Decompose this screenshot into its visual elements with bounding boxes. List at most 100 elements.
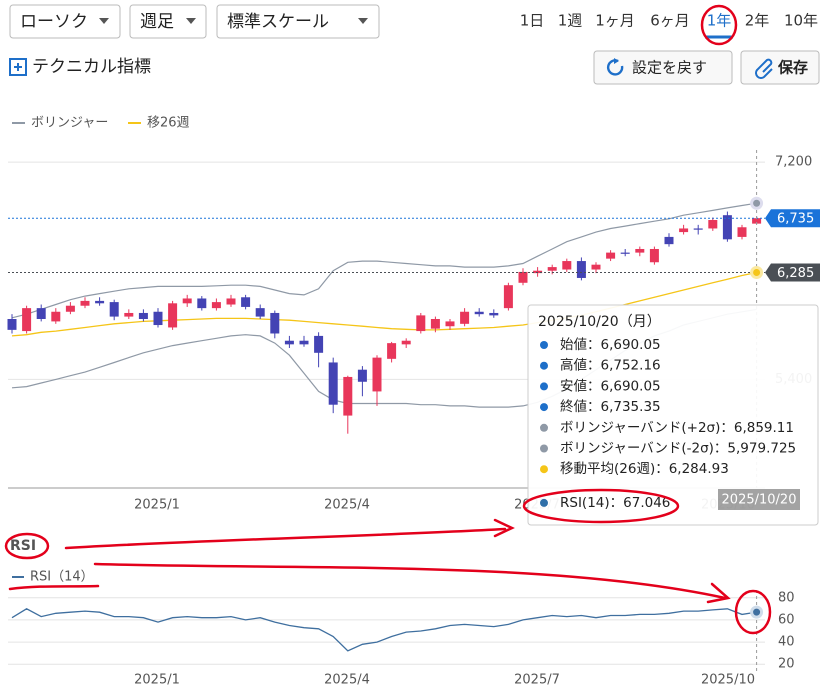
toolbar: ローソク 週足 標準スケール テクニカル指標 設定を戻す 保存	[9, 4, 820, 85]
annotation-circle	[522, 488, 680, 524]
rsi-title: RSI	[10, 538, 36, 554]
save-label: 保存	[777, 59, 808, 77]
annotation-underline	[8, 584, 100, 591]
candle-body	[138, 312, 148, 319]
candle-body	[708, 220, 718, 229]
tooltip-dot	[540, 444, 548, 453]
dropdown[interactable]	[216, 4, 380, 39]
y-tick-label: 7,200	[775, 155, 812, 170]
tooltip-dot	[540, 498, 548, 507]
candle-body	[737, 227, 747, 237]
reset-button[interactable]	[593, 50, 733, 85]
candle-body	[503, 285, 513, 309]
tooltip-dot	[540, 361, 548, 370]
legend-label: 移26週	[147, 116, 190, 131]
tooltip-item: 安値：6,690.05	[560, 378, 661, 394]
candle-body	[416, 315, 426, 332]
candle-body	[401, 340, 411, 345]
reference-label: 6,285	[777, 266, 814, 281]
candle-body	[197, 298, 207, 309]
tooltip-item: 終値：6,735.35	[560, 399, 661, 415]
candle-body	[51, 311, 61, 322]
dropdown-label: ローソク	[20, 12, 88, 32]
tooltip-item: ボリンジャーバンド(-2σ)：5,979.725	[560, 441, 796, 457]
dropdown-label: 標準スケール	[227, 12, 329, 32]
y-tick-label: 20	[778, 657, 795, 672]
candle-body	[328, 362, 338, 405]
annotation-arrow	[64, 527, 507, 550]
candle-body	[372, 357, 382, 392]
candle-body	[153, 311, 163, 326]
caret	[99, 18, 109, 24]
x-tick-label: 2025/7	[514, 673, 560, 688]
tooltip-item: RSI(14)：67.046	[560, 495, 670, 511]
candle-body	[124, 312, 134, 317]
candle-body	[562, 261, 572, 270]
annotation-circle	[734, 589, 772, 635]
candle-body	[679, 228, 689, 233]
candle-body	[620, 252, 630, 254]
candle-body	[109, 302, 119, 317]
reference-tag	[765, 209, 820, 228]
dropdown-label: 週足	[140, 12, 174, 32]
candle-body	[299, 340, 309, 345]
candle-body	[255, 308, 265, 317]
candle-body	[693, 228, 703, 230]
candle-body	[343, 376, 353, 416]
caret	[358, 18, 368, 24]
tooltip-dot	[540, 403, 548, 412]
tooltip-item: ボリンジャーバンド(+2σ)：6,859.11	[560, 420, 794, 436]
y-tick-label: 40	[778, 635, 795, 650]
legend-label: ボリンジャー	[31, 116, 108, 131]
candle-body	[752, 218, 762, 224]
period[interactable]: 1ヶ月	[595, 12, 635, 30]
end-marker	[750, 605, 764, 619]
candle-body	[518, 271, 528, 283]
x-tick-label: 2025/1	[134, 673, 180, 688]
candle-body	[445, 321, 455, 327]
candle-body	[241, 297, 251, 307]
candle-body	[7, 319, 17, 330]
y-tick-label: 80	[778, 590, 795, 605]
tooltip-item: 高値：6,752.16	[560, 357, 661, 374]
reference-label: 6,735	[777, 212, 814, 227]
annotation-arrow	[93, 562, 727, 600]
candle-body	[22, 308, 32, 332]
annotation-arrow	[493, 518, 515, 538]
save-button[interactable]	[740, 50, 820, 85]
period[interactable]: 6ヶ月	[650, 12, 690, 30]
x-tick-label: 2025/4	[324, 673, 370, 688]
period[interactable]: 1年	[707, 12, 732, 30]
tooltip-item: 始値：6,690.05	[560, 337, 661, 353]
line	[11, 271, 757, 337]
period[interactable]: 10年	[784, 12, 818, 30]
end-marker	[750, 196, 764, 210]
reference-tag	[765, 263, 820, 282]
candle-body	[387, 343, 397, 359]
period[interactable]: 1週	[558, 12, 583, 30]
candle-body	[168, 303, 178, 328]
candle-body	[591, 264, 601, 270]
tooltip-dot	[540, 382, 548, 391]
plus	[14, 63, 22, 71]
technical-link[interactable]: テクニカル指標	[32, 57, 151, 77]
x-tick-label: 2025/4	[324, 498, 370, 513]
legend-label: RSI（14）	[30, 570, 94, 585]
dropdown[interactable]	[129, 4, 207, 39]
period[interactable]: 2年	[745, 12, 770, 30]
dropdown[interactable]	[9, 4, 121, 39]
candle-body	[80, 300, 90, 306]
candle-body	[635, 248, 645, 253]
candle-body	[576, 261, 586, 278]
reset-icon	[606, 59, 624, 76]
period[interactable]: 1日	[520, 12, 545, 30]
candle-body	[649, 248, 659, 263]
candle-body	[474, 311, 484, 315]
candle-body	[430, 319, 440, 329]
annotations	[4, 4, 772, 635]
end-marker	[750, 266, 764, 280]
annotation-arrow	[706, 582, 731, 604]
candle-body	[284, 340, 294, 345]
legend: ボリンジャー 移26週	[12, 116, 190, 131]
